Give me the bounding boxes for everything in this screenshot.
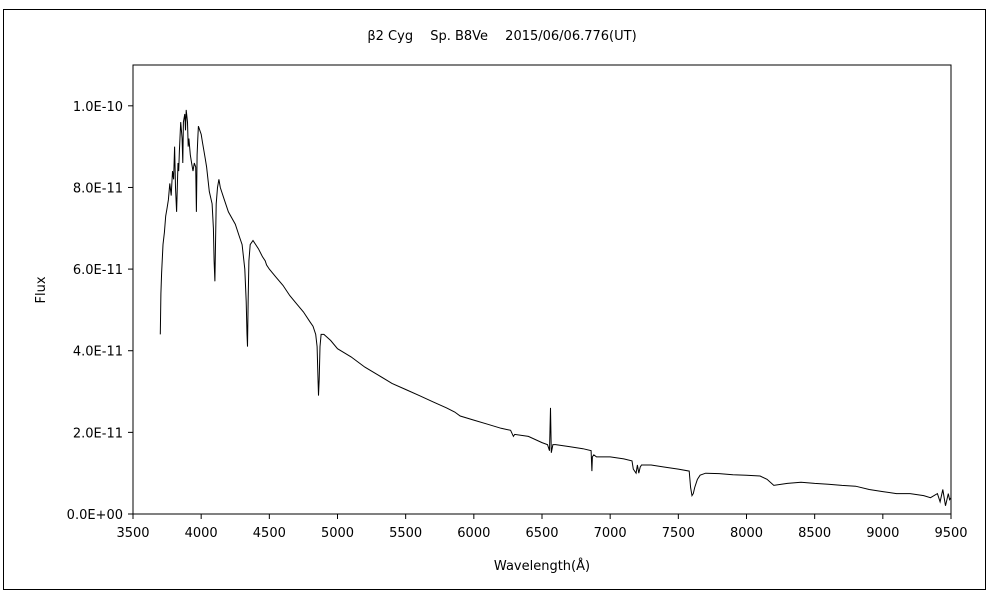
spectrum-series-line <box>159 109 952 506</box>
x-tick-label: 4000 <box>185 526 218 541</box>
x-tick-label: 6500 <box>525 526 558 541</box>
x-tick-label: 9000 <box>866 526 899 541</box>
spectrum-chart: β2 Cyg Sp. B8Ve 2015/06/06.776(UT) 3500 4… <box>34 29 968 574</box>
y-tick-label: 2.0E-11 <box>73 426 123 441</box>
x-tick-label: 5500 <box>389 526 422 541</box>
y-axis: 0.0E+00 2.0E-11 4.0E-11 6.0E-11 8.0E-11 1.0E-… <box>67 100 133 523</box>
x-tick-label: 6000 <box>457 526 490 541</box>
chart-title: β2 Cyg Sp. B8Ve 2015/06/06.776(UT) <box>367 29 636 44</box>
x-tick-label: 7500 <box>662 526 695 541</box>
y-axis-title: Flux <box>34 276 49 303</box>
y-tick-label: 0.0E+00 <box>67 508 123 523</box>
chart-frame: β2 Cyg Sp. B8Ve 2015/06/06.776(UT) 3500 4… <box>3 9 986 590</box>
plot-area <box>132 64 952 515</box>
y-tick-label: 6.0E-11 <box>73 263 123 278</box>
x-axis-title: Wavelength(Å) <box>494 558 590 574</box>
x-tick-label: 8000 <box>730 526 763 541</box>
x-tick-label: 8500 <box>798 526 831 541</box>
x-tick-label: 5000 <box>321 526 354 541</box>
y-tick-label: 1.0E-10 <box>73 100 123 115</box>
y-tick-label: 4.0E-11 <box>73 345 123 360</box>
x-tick-label: 3500 <box>116 526 149 541</box>
plot-border <box>132 64 952 515</box>
x-tick-label: 7000 <box>594 526 627 541</box>
y-tick-label: 8.0E-11 <box>73 181 123 196</box>
x-tick-label: 9500 <box>934 526 967 541</box>
x-axis: 3500 4000 4500 5000 5500 6000 6500 7000 7500 8000… <box>116 514 968 541</box>
x-tick-label: 4500 <box>253 526 286 541</box>
